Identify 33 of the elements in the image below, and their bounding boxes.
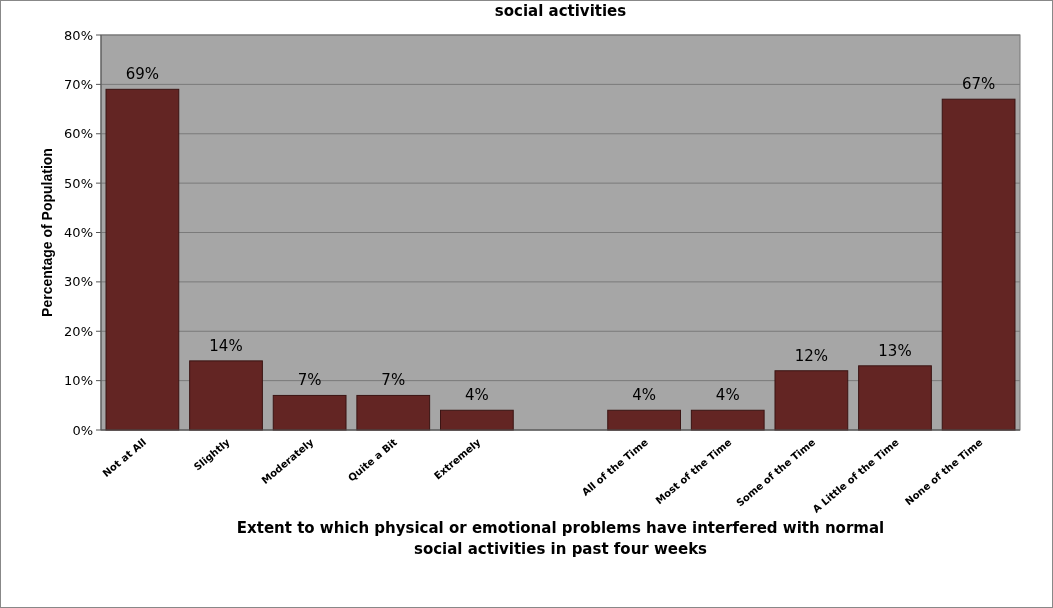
y-tick-label: 50% <box>64 175 93 191</box>
bar <box>189 360 263 431</box>
data-label: 13% <box>878 341 912 360</box>
data-label: 4% <box>632 386 657 405</box>
x-axis-title: Extent to which physical or emotional problems have interfered with normal social activities in past four weeks <box>236 519 885 558</box>
y-tick-label: 40% <box>64 225 93 241</box>
data-label: 14% <box>209 336 243 355</box>
data-label: 67% <box>961 75 996 94</box>
bar <box>774 370 849 431</box>
data-label: 4% <box>464 386 489 405</box>
y-tick-label: 20% <box>64 323 93 339</box>
bar <box>272 394 347 431</box>
data-label: 7% <box>297 371 322 390</box>
y-tick-label: 30% <box>64 274 93 290</box>
data-label: 7% <box>381 371 406 390</box>
bar <box>941 98 1016 431</box>
bar <box>607 409 681 431</box>
data-label: 69% <box>125 65 160 84</box>
chart-title: social activities <box>494 2 627 20</box>
y-tick-label: 10% <box>64 373 93 389</box>
x-tick-label: Not at All <box>100 436 149 480</box>
y-tick-label: 70% <box>64 76 93 92</box>
y-tick-label: 60% <box>64 126 93 142</box>
data-label: 4% <box>715 386 740 405</box>
bar <box>690 409 765 431</box>
data-label: 12% <box>794 346 829 365</box>
bar <box>356 394 431 431</box>
y-tick-label: 80% <box>64 27 93 43</box>
bar <box>105 88 180 431</box>
bar <box>440 409 514 431</box>
y-tick-label: 0% <box>72 422 93 438</box>
y-axis-title: Percentage of Population <box>39 148 55 317</box>
bar <box>858 365 932 431</box>
